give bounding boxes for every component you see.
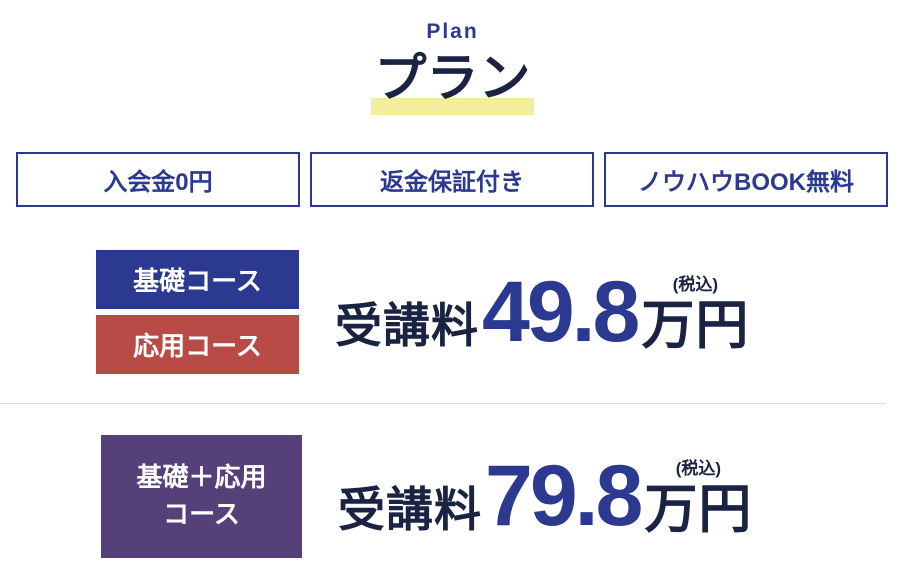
plan-row-combined: 基礎＋応用 コース 受講料 79.8 (税込) 万円 bbox=[101, 434, 905, 558]
tax-included-note: (税込) bbox=[672, 274, 719, 294]
price-unit: 万円 bbox=[641, 295, 750, 355]
feature-label-knowhow-book: ノウハウBOOK無料 bbox=[638, 168, 854, 196]
section-header: Plan プラン bbox=[0, 0, 905, 115]
price-unit-group: (税込) 万円 bbox=[641, 276, 749, 355]
title-highlight: プラン bbox=[371, 50, 534, 115]
plan-row-basic-applied: 基礎コース 応用コース 受講料 49.8 (税込) 万円 bbox=[96, 249, 905, 374]
row-divider bbox=[0, 402, 886, 404]
course-badge-basic-plus-applied: 基礎＋応用 コース bbox=[101, 434, 302, 558]
feature-box-admission-fee: 入会金0円 bbox=[16, 151, 300, 207]
price-value: 79.8 bbox=[485, 448, 643, 545]
price-value: 49.8 bbox=[482, 263, 640, 360]
course-badge-column: 基礎＋応用 コース bbox=[101, 434, 302, 558]
course-badge-column: 基礎コース 応用コース bbox=[96, 249, 299, 374]
price-prefix: 受講料 bbox=[338, 483, 482, 537]
feature-box-refund-guarantee: 返金保証付き bbox=[310, 151, 594, 207]
tax-included-note: (税込) bbox=[675, 459, 722, 479]
price-block-basic-applied: 受講料 49.8 (税込) 万円 bbox=[335, 269, 749, 355]
feature-label-admission-fee: 入会金0円 bbox=[103, 168, 213, 196]
feature-list: 入会金0円 返金保証付き ノウハウBOOK無料 bbox=[16, 151, 888, 207]
price-unit-group: (税込) 万円 bbox=[644, 460, 752, 539]
course-badge-applied: 応用コース bbox=[96, 314, 299, 374]
page-title: プラン bbox=[0, 50, 905, 115]
price-unit: 万円 bbox=[644, 480, 753, 540]
course-badge-basic: 基礎コース bbox=[96, 249, 299, 309]
feature-box-knowhow-book: ノウハウBOOK無料 bbox=[604, 151, 888, 207]
price-block-combined: 受講料 79.8 (税込) 万円 bbox=[338, 453, 752, 539]
feature-label-refund-guarantee: 返金保証付き bbox=[380, 168, 524, 196]
section-eyebrow: Plan bbox=[426, 20, 479, 43]
price-prefix: 受講料 bbox=[335, 298, 479, 352]
